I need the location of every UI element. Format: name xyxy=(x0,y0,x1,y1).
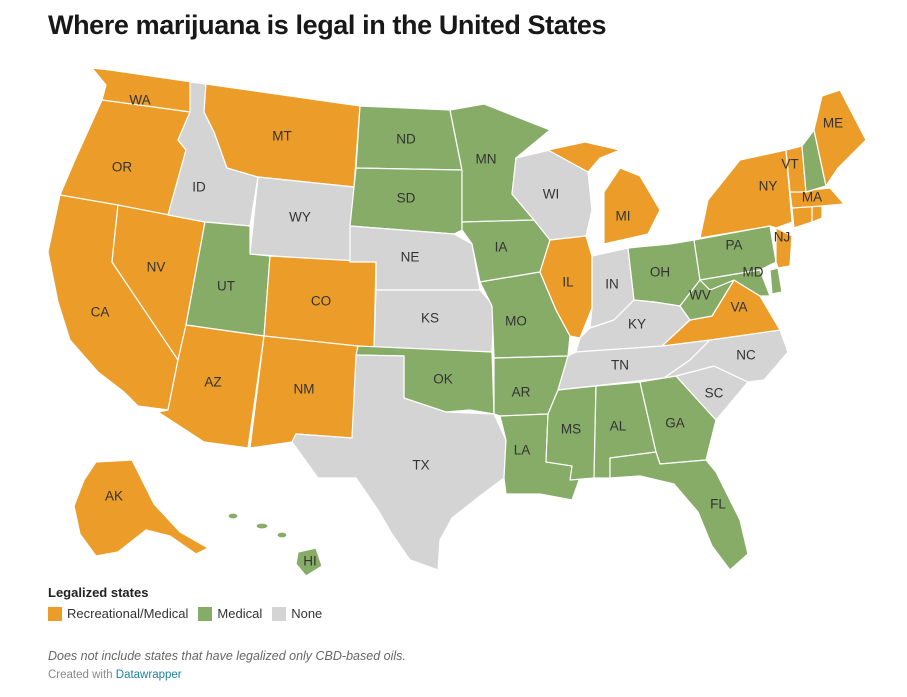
legend-item-none: None xyxy=(272,606,322,621)
state-label-mt: MT xyxy=(272,129,292,144)
state-mi xyxy=(547,141,661,245)
state-label-or: OR xyxy=(112,160,133,175)
state-label-vt: VT xyxy=(781,157,798,172)
state-nc xyxy=(663,329,789,383)
state-label-md: MD xyxy=(743,265,764,280)
legend-label-medical: Medical xyxy=(217,606,263,621)
state-label-ny: NY xyxy=(759,179,778,194)
state-nj xyxy=(775,227,793,269)
state-or xyxy=(59,99,191,216)
state-label-ne: NE xyxy=(401,250,420,265)
legend-title: Legalized states xyxy=(48,585,149,600)
legend: Legalized states Recreational/Medical Me… xyxy=(48,585,322,621)
state-label-sc: SC xyxy=(705,386,724,401)
state-label-wy: WY xyxy=(289,210,311,225)
legend-item-medical: Medical xyxy=(198,606,262,621)
state-label-tx: TX xyxy=(412,458,429,473)
footnote: Does not include states that have legali… xyxy=(48,649,406,663)
state-label-wv: WV xyxy=(689,288,711,303)
state-sd xyxy=(349,167,463,235)
state-label-wa: WA xyxy=(129,93,150,108)
state-ny xyxy=(699,149,793,239)
credit-prefix: Created with xyxy=(48,669,113,681)
state-label-va: VA xyxy=(730,300,747,315)
state-label-nd: ND xyxy=(396,132,416,147)
credit-line: Created with Datawrapper xyxy=(48,669,182,681)
state-label-ca: CA xyxy=(91,305,110,320)
legend-label-recreational: Recreational/Medical xyxy=(67,606,189,621)
state-label-ma: MA xyxy=(802,190,822,205)
state-label-in: IN xyxy=(605,277,619,292)
state-me xyxy=(813,89,867,187)
datawrapper-link[interactable]: Datawrapper xyxy=(115,669,182,681)
state-label-sd: SD xyxy=(397,191,416,206)
state-label-oh: OH xyxy=(650,265,670,280)
state-label-id: ID xyxy=(192,180,206,195)
state-hi xyxy=(227,512,323,577)
state-label-tn: TN xyxy=(611,358,629,373)
state-label-pa: PA xyxy=(725,238,742,253)
legend-item-recreational: Recreational/Medical xyxy=(48,606,188,621)
state-tx xyxy=(291,354,507,571)
state-ma xyxy=(789,187,845,209)
legend-swatch-medical xyxy=(198,606,213,621)
state-label-ky: KY xyxy=(628,317,646,332)
state-md xyxy=(699,269,771,297)
state-label-me: ME xyxy=(823,116,843,131)
state-label-mi: MI xyxy=(616,209,631,224)
state-label-fl: FL xyxy=(710,497,726,512)
map-title: Where marijuana is legal in the United S… xyxy=(48,10,607,40)
state-label-ia: IA xyxy=(495,240,508,255)
state-label-ga: GA xyxy=(665,416,685,431)
state-label-az: AZ xyxy=(204,375,221,390)
state-ri xyxy=(811,205,823,223)
state-label-nc: NC xyxy=(736,348,756,363)
state-label-mo: MO xyxy=(505,314,527,329)
state-label-nj: NJ xyxy=(774,230,791,245)
state-label-ut: UT xyxy=(217,279,235,294)
legend-label-none: None xyxy=(291,606,323,621)
state-label-co: CO xyxy=(311,294,331,309)
state-ak xyxy=(73,459,209,557)
state-label-mn: MN xyxy=(476,152,497,167)
state-fl xyxy=(609,451,749,571)
state-label-ok: OK xyxy=(433,372,453,387)
state-label-ks: KS xyxy=(421,311,439,326)
state-ct xyxy=(791,205,813,229)
state-label-ar: AR xyxy=(512,385,531,400)
state-label-il: IL xyxy=(562,275,574,290)
state-label-wi: WI xyxy=(543,187,560,202)
state-de xyxy=(769,267,783,295)
state-label-al: AL xyxy=(610,419,627,434)
state-label-hi: HI xyxy=(303,554,317,569)
legend-swatch-none xyxy=(272,606,287,621)
state-label-nv: NV xyxy=(147,260,166,275)
state-label-ak: AK xyxy=(105,489,123,504)
state-label-ms: MS xyxy=(561,422,581,437)
legend-swatch-recreational xyxy=(48,606,62,621)
state-label-la: LA xyxy=(514,443,531,458)
state-label-nm: NM xyxy=(294,382,315,397)
